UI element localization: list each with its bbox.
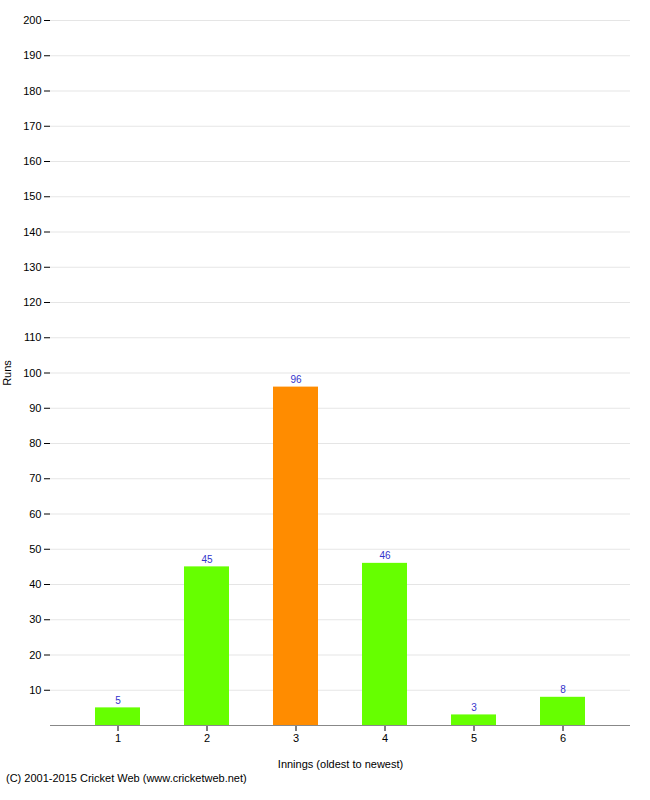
- svg-text:20: 20: [29, 649, 41, 661]
- svg-text:70: 70: [29, 472, 41, 484]
- svg-text:30: 30: [29, 613, 41, 625]
- svg-text:2: 2: [204, 732, 210, 744]
- svg-text:100: 100: [23, 367, 41, 379]
- svg-text:5: 5: [471, 732, 477, 744]
- svg-text:40: 40: [29, 578, 41, 590]
- svg-text:96: 96: [290, 374, 302, 385]
- svg-text:3: 3: [471, 702, 477, 713]
- svg-text:180: 180: [23, 85, 41, 97]
- svg-text:170: 170: [23, 120, 41, 132]
- svg-text:140: 140: [23, 226, 41, 238]
- svg-text:50: 50: [29, 543, 41, 555]
- svg-text:45: 45: [201, 554, 213, 565]
- svg-text:110: 110: [24, 331, 42, 343]
- svg-text:200: 200: [23, 14, 41, 26]
- html-text:(C) 2001-2015 Cricket Web (www: (C) 2001-2015 Cricket Web (www.cricketwe…: [6, 772, 247, 784]
- svg-text:6: 6: [560, 732, 566, 744]
- svg-text:4: 4: [382, 732, 388, 744]
- svg-text:1: 1: [115, 732, 121, 744]
- svg-text:150: 150: [23, 190, 41, 202]
- svg-text:130: 130: [23, 261, 41, 273]
- svg-text:190: 190: [23, 49, 41, 61]
- svg-text:120: 120: [23, 296, 41, 308]
- svg-text:46: 46: [379, 550, 391, 561]
- svg-text:3: 3: [293, 732, 299, 744]
- svg-text:5: 5: [115, 695, 121, 706]
- svg-text:80: 80: [29, 437, 41, 449]
- svg-text:8: 8: [560, 684, 566, 695]
- svg-text:Runs: Runs: [1, 360, 13, 386]
- svg-text:60: 60: [29, 508, 41, 520]
- svg-text:Innings (oldest to newest): Innings (oldest to newest): [278, 758, 403, 770]
- svg-text:160: 160: [23, 155, 41, 167]
- svg-text:10: 10: [29, 684, 41, 696]
- svg-text:90: 90: [29, 402, 41, 414]
